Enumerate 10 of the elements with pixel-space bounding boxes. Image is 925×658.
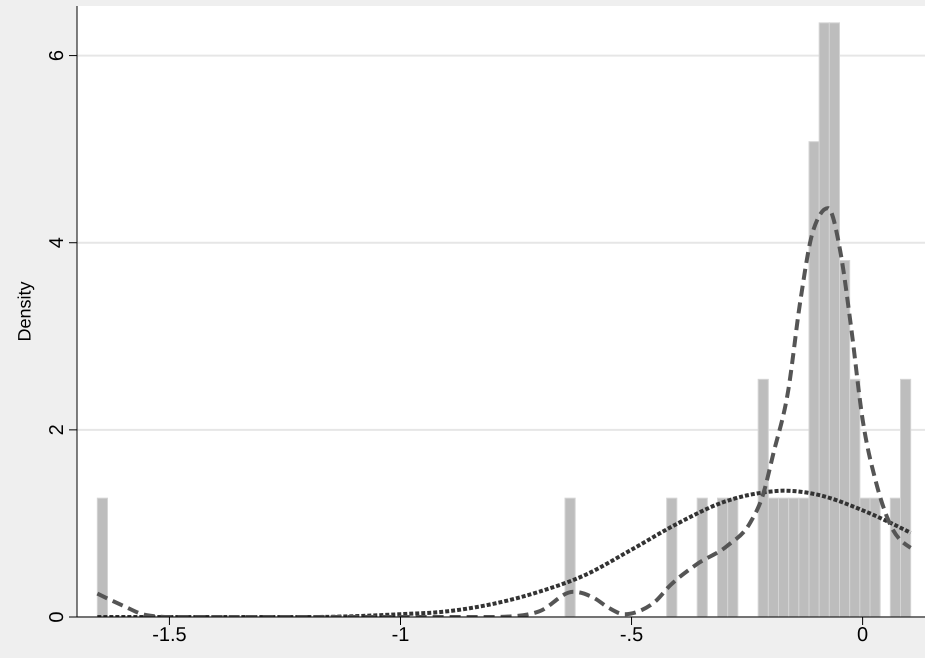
y-tick-label: 4 (46, 237, 68, 248)
line-series (95, 206, 913, 617)
x-tick-label: -1.5 (152, 624, 187, 646)
y-tick-label: 0 (46, 611, 68, 623)
x-tick-label: -.5 (620, 624, 644, 646)
x-tick-label: -1 (392, 624, 410, 646)
x-tick-label: 0 (857, 624, 868, 646)
y-tick-label: 6 (46, 50, 68, 62)
y-tick-label: 2 (46, 424, 68, 436)
y-axis-title: Density (14, 281, 34, 342)
